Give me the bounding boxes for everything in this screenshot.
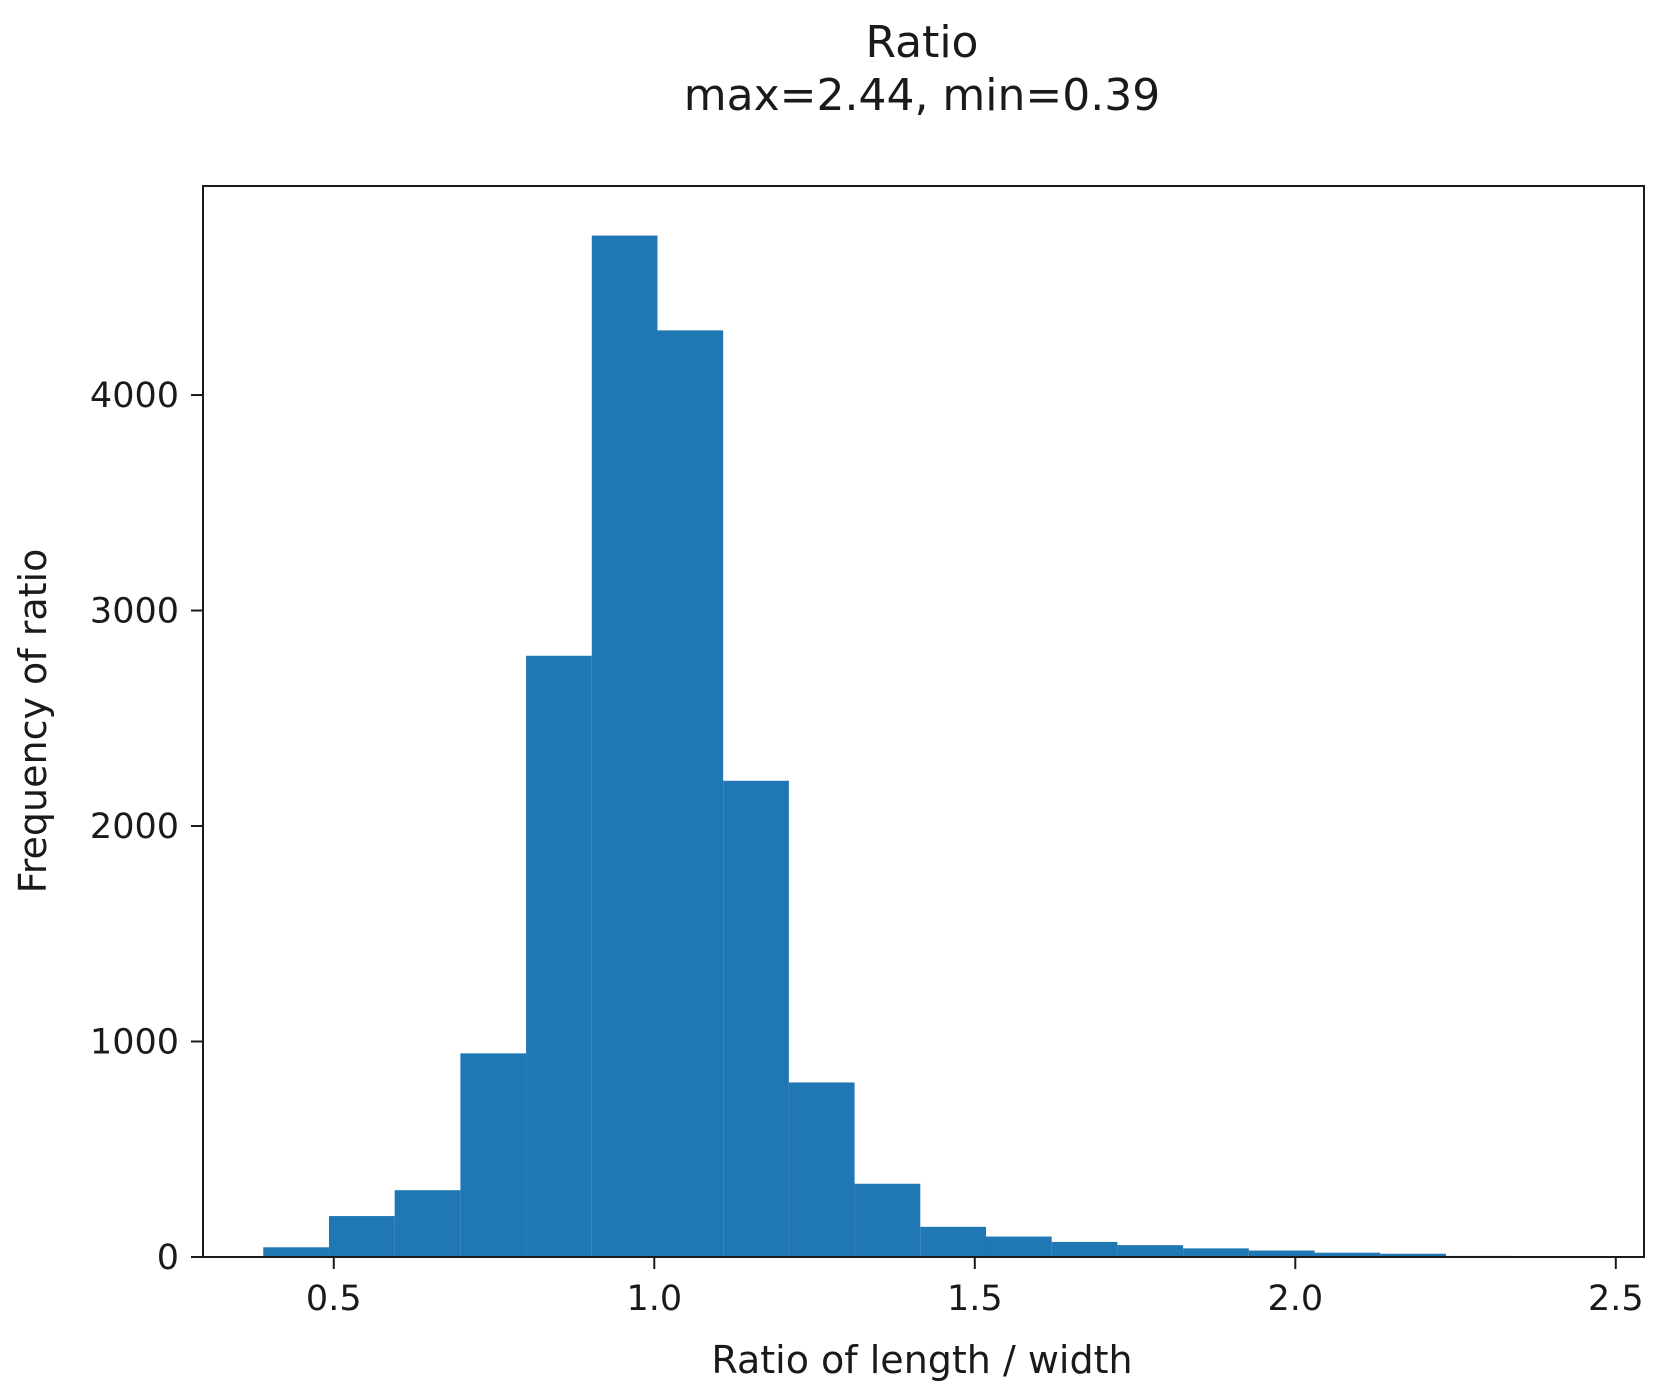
histogram-bar-17: [1380, 1253, 1446, 1257]
histogram-bar-13: [1117, 1245, 1184, 1257]
histogram-bar-1: [328, 1216, 395, 1257]
histogram-bar-16: [1314, 1252, 1381, 1257]
y-tick-label-0: 0: [157, 1238, 179, 1278]
y-tick-label-3: 3000: [90, 592, 179, 632]
chart-subtitle: max=2.44, min=0.39: [684, 70, 1160, 121]
y-tick-label-1: 1000: [90, 1023, 179, 1063]
histogram-bar-8: [788, 1082, 855, 1257]
histogram-bar-7: [723, 780, 789, 1257]
histogram-bars: [263, 235, 1578, 1258]
y-axis-label: Frequency of ratio: [11, 549, 55, 894]
x-axis-label: Ratio of length / width: [711, 1338, 1132, 1382]
histogram-bar-12: [1051, 1241, 1118, 1257]
x-tick-label-3: 2.0: [1267, 1279, 1323, 1319]
histogram-bar-11: [985, 1236, 1052, 1257]
histogram-bar-6: [657, 330, 724, 1258]
histogram-bar-15: [1248, 1250, 1315, 1257]
chart-title: Ratio: [866, 17, 979, 68]
histogram-bar-3: [460, 1053, 527, 1257]
plot-frame: [202, 185, 1645, 1258]
histogram-bar-10: [920, 1226, 986, 1257]
histogram-bar-14: [1183, 1248, 1249, 1257]
axis-ticks: 0.5 1.0 1.5 2.0 2.5 0 1000 2000 3000 4000: [90, 376, 1644, 1319]
histogram-bar-2: [394, 1190, 461, 1257]
histogram-bar-0: [263, 1247, 329, 1257]
histogram-bar-5: [591, 235, 658, 1258]
histogram-bar-9: [854, 1183, 921, 1257]
y-tick-label-4: 4000: [90, 376, 179, 416]
x-tick-label-0: 0.5: [306, 1279, 362, 1319]
y-tick-label-2: 2000: [90, 807, 179, 847]
x-tick-label-1: 1.0: [626, 1279, 682, 1319]
x-tick-label-4: 2.5: [1588, 1279, 1644, 1319]
histogram-bar-4: [526, 655, 592, 1257]
x-tick-label-2: 1.5: [947, 1279, 1003, 1319]
